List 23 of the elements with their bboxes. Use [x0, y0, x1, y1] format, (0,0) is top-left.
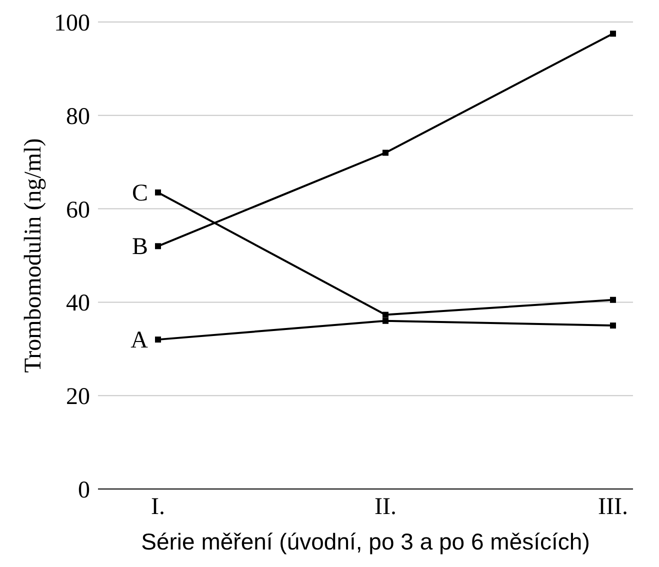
- x-tick-label: III.: [598, 494, 628, 520]
- y-tick-label: 40: [66, 290, 90, 317]
- y-tick-label: 60: [66, 197, 90, 224]
- point: [382, 318, 388, 324]
- point: [382, 312, 388, 318]
- y-tick-label: 20: [66, 384, 90, 410]
- y-axis-title: Trombomodulin (ng/ml): [20, 138, 47, 373]
- series-label: A: [130, 328, 149, 354]
- point: [382, 150, 388, 156]
- x-tick-label: II.: [374, 494, 396, 520]
- point: [610, 322, 616, 329]
- point: [155, 336, 161, 343]
- series-label: B: [132, 234, 148, 260]
- x-tick-label: I.: [151, 494, 165, 520]
- point: [155, 243, 161, 250]
- point: [610, 30, 616, 37]
- y-tick-label: 80: [66, 104, 90, 130]
- y-tick-label: 0: [78, 478, 90, 504]
- series-label: C: [132, 180, 148, 206]
- point: [610, 296, 616, 303]
- point: [155, 189, 161, 196]
- x-axis-title: Série měření (úvodní, po 3 a po 6 měsících): [141, 528, 590, 554]
- y-tick-label: 100: [54, 10, 90, 37]
